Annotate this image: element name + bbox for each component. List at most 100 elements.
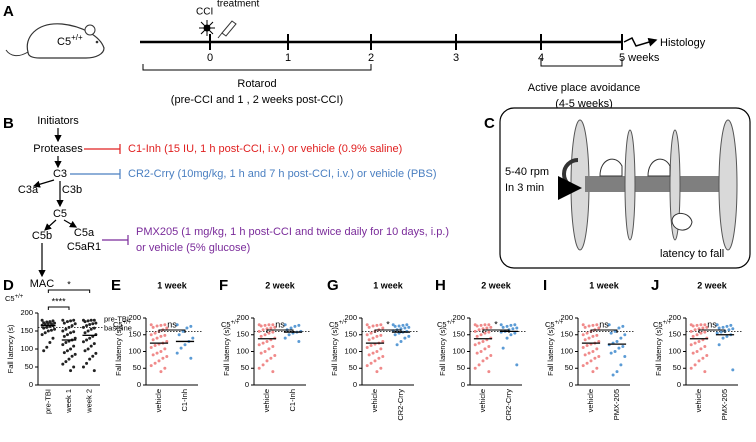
data-point bbox=[155, 324, 159, 328]
data-point bbox=[375, 370, 379, 374]
data-point bbox=[479, 323, 483, 327]
data-point bbox=[585, 331, 589, 335]
genotype-base: C5 bbox=[437, 320, 447, 329]
data-point bbox=[92, 318, 96, 322]
genotype-base: C5 bbox=[5, 294, 15, 303]
data-point bbox=[375, 350, 379, 353]
data-point bbox=[689, 366, 693, 370]
genotype-base: C5 bbox=[329, 320, 339, 329]
y-tick-label: 100 bbox=[560, 346, 573, 355]
data-point bbox=[581, 345, 585, 349]
data-point bbox=[595, 347, 599, 351]
data-point bbox=[293, 324, 297, 328]
data-point bbox=[92, 369, 96, 373]
data-point bbox=[591, 350, 595, 353]
y-tick-label: 100 bbox=[128, 346, 141, 355]
data-point bbox=[725, 324, 729, 328]
data-point bbox=[689, 343, 693, 347]
treatment-text: CR2-Crry (10mg/kg, 1 h and 7 h post-CCI,… bbox=[128, 168, 437, 180]
data-point bbox=[481, 339, 485, 343]
data-point bbox=[691, 334, 695, 338]
data-point bbox=[88, 336, 92, 340]
data-point bbox=[717, 326, 721, 330]
y-tick-label: 50 bbox=[25, 362, 33, 371]
significance-bracket bbox=[266, 329, 294, 333]
data-point bbox=[263, 323, 267, 327]
genotype: C5+/+ bbox=[653, 320, 672, 329]
x-tick-label: CR2-Crry bbox=[396, 389, 405, 421]
duration-label: In 3 min bbox=[505, 182, 544, 194]
data-point bbox=[369, 331, 373, 335]
data-point bbox=[287, 333, 291, 337]
data-point bbox=[371, 324, 375, 328]
data-point bbox=[91, 354, 95, 358]
data-point bbox=[149, 323, 153, 327]
data-point bbox=[81, 325, 85, 329]
data-point bbox=[615, 339, 619, 343]
data-point bbox=[159, 370, 163, 374]
data-point bbox=[695, 323, 699, 327]
panel-label: F bbox=[219, 277, 228, 294]
data-point bbox=[731, 327, 735, 331]
data-point bbox=[155, 336, 159, 340]
data-point bbox=[721, 325, 725, 329]
data-point bbox=[611, 373, 615, 377]
data-point bbox=[159, 334, 163, 338]
data-point bbox=[375, 334, 379, 338]
data-point bbox=[487, 323, 491, 327]
panel-label: I bbox=[543, 277, 547, 294]
data-point bbox=[403, 326, 407, 330]
data-point bbox=[271, 344, 275, 348]
data-point bbox=[609, 351, 613, 355]
significance-label: ns bbox=[707, 319, 717, 329]
x-tick-label: vehicle bbox=[478, 389, 487, 412]
data-point bbox=[581, 364, 585, 368]
data-point bbox=[86, 319, 90, 323]
pathway-node: C3 bbox=[53, 168, 67, 180]
histology-label: Histology bbox=[660, 37, 706, 49]
data-point bbox=[365, 345, 369, 349]
data-point bbox=[159, 323, 163, 327]
significance-label: ns bbox=[275, 319, 285, 329]
significance-label: * bbox=[386, 319, 390, 329]
y-tick-label: 200 bbox=[344, 313, 357, 322]
data-point bbox=[515, 326, 519, 330]
panel-label: H bbox=[435, 277, 446, 294]
data-point bbox=[595, 323, 599, 327]
x-tick-label: vehicle bbox=[370, 389, 379, 412]
data-point bbox=[40, 333, 44, 337]
data-point bbox=[587, 324, 591, 328]
data-point bbox=[189, 324, 193, 328]
data-point bbox=[371, 351, 375, 355]
data-point bbox=[479, 350, 483, 353]
data-point bbox=[393, 324, 397, 328]
data-point bbox=[88, 323, 92, 327]
data-point bbox=[511, 327, 515, 331]
data-point bbox=[701, 326, 705, 330]
data-point bbox=[621, 324, 625, 328]
y-tick-label: 200 bbox=[452, 313, 465, 322]
y-tick-label: 50 bbox=[565, 363, 573, 372]
y-tick-label: 150 bbox=[20, 326, 33, 335]
data-point bbox=[397, 324, 401, 328]
syringe-icon bbox=[217, 20, 237, 39]
y-tick-label: 200 bbox=[20, 308, 33, 317]
pathway-node: C5aR1 bbox=[67, 241, 101, 253]
data-point bbox=[489, 354, 493, 358]
data-point bbox=[48, 341, 52, 345]
rotarod-label: Rotarod bbox=[237, 78, 276, 90]
data-point bbox=[367, 325, 371, 329]
data-point bbox=[273, 325, 277, 329]
chart-title: 2 week bbox=[265, 280, 296, 290]
data-point bbox=[373, 359, 377, 363]
histology-arrow bbox=[623, 36, 658, 47]
data-point bbox=[717, 343, 721, 347]
y-axis-label: Fall latency (s) bbox=[222, 327, 231, 376]
data-point bbox=[65, 333, 69, 337]
y-tick-label: 100 bbox=[668, 346, 681, 355]
data-point bbox=[185, 326, 189, 330]
data-point bbox=[477, 328, 481, 332]
data-point bbox=[703, 323, 707, 327]
data-point bbox=[267, 347, 271, 351]
data-point bbox=[155, 351, 159, 355]
